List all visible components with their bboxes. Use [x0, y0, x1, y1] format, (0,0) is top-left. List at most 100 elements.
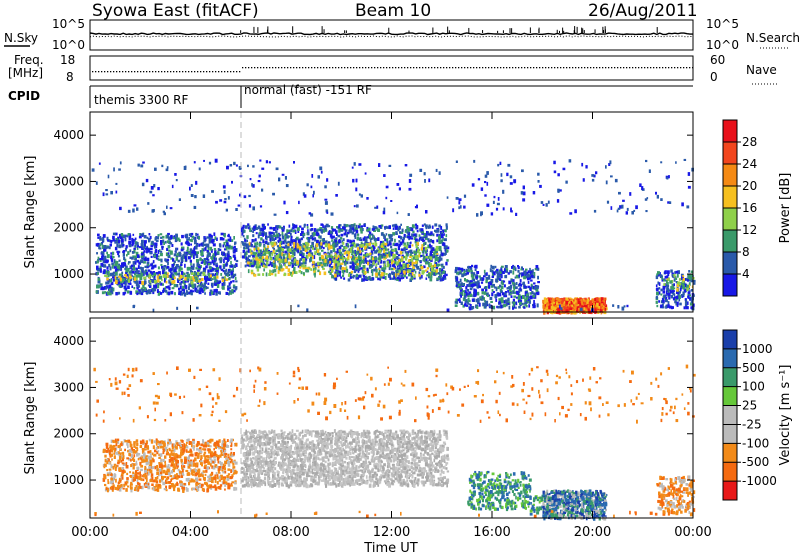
data-cell [358, 193, 361, 196]
data-cell [156, 280, 158, 283]
data-cell [164, 271, 167, 275]
data-cell [502, 280, 506, 283]
data-cell [102, 234, 106, 238]
data-cell [143, 276, 147, 280]
data-cell [166, 272, 169, 275]
freq-point [419, 67, 421, 69]
data-cell [284, 244, 287, 248]
data-cell [496, 268, 499, 272]
data-cell [317, 269, 320, 273]
data-cell [436, 228, 440, 233]
data-cell [378, 267, 381, 270]
data-cell [513, 295, 517, 298]
data-cell [432, 269, 436, 273]
data-cell [293, 161, 295, 164]
freq-point [434, 67, 436, 69]
data-cell [145, 271, 149, 276]
data-cell [112, 276, 115, 279]
data-cell [314, 267, 317, 270]
data-cell [435, 267, 439, 271]
data-cell [141, 280, 144, 285]
data-cell [527, 270, 530, 273]
data-cell [668, 292, 671, 297]
freq-point [317, 67, 319, 69]
freq-point [638, 67, 640, 69]
data-cell [304, 260, 307, 265]
data-cell [473, 159, 476, 163]
data-cell [132, 275, 135, 279]
data-cell [246, 250, 250, 253]
data-cell [131, 264, 134, 268]
data-cell [525, 271, 529, 276]
data-cell [434, 264, 436, 268]
data-cell [626, 304, 629, 308]
freq-point [452, 67, 454, 69]
data-cell [338, 270, 342, 274]
data-cell [563, 303, 566, 307]
data-cell [99, 269, 102, 273]
data-cell [168, 279, 171, 284]
data-cell [209, 274, 212, 278]
data-cell [416, 225, 419, 229]
data-cell [234, 256, 237, 261]
data-cell [101, 291, 105, 295]
data-cell [523, 270, 527, 275]
data-cell [248, 227, 250, 230]
data-cell [292, 223, 294, 226]
data-cell [202, 249, 205, 252]
data-cell [549, 300, 552, 304]
data-cell [178, 287, 181, 290]
data-cell [398, 265, 401, 269]
data-cell [268, 273, 271, 276]
data-cell [510, 278, 513, 283]
data-cell [375, 265, 377, 269]
date-title: 26/Aug/2011 [588, 1, 698, 21]
data-cell [282, 240, 285, 245]
data-cell [531, 290, 534, 295]
data-cell [188, 256, 191, 260]
data-cell [281, 173, 285, 176]
data-cell [378, 259, 381, 263]
data-cell [444, 229, 447, 233]
data-cell [356, 247, 360, 251]
data-cell [425, 261, 428, 265]
data-cell [411, 260, 414, 265]
data-cell [318, 241, 321, 244]
data-cell [108, 246, 111, 250]
data-cell [572, 304, 576, 307]
data-cell [175, 254, 178, 257]
data-cell [424, 250, 428, 254]
data-cell [294, 229, 297, 232]
data-cell [442, 237, 444, 241]
data-cell [208, 272, 211, 277]
data-cell [476, 291, 480, 296]
data-cell [684, 303, 688, 308]
data-cell [465, 279, 469, 283]
data-cell [268, 250, 271, 254]
data-cell [519, 299, 523, 303]
data-cell [313, 268, 316, 271]
data-cell [386, 260, 389, 264]
data-cell [271, 237, 274, 241]
data-cell [520, 302, 524, 305]
data-cell [644, 198, 648, 201]
freq-point [308, 67, 310, 69]
data-cell [273, 260, 275, 263]
data-cell [519, 279, 522, 283]
freq-point [494, 67, 496, 69]
data-cell [436, 239, 439, 243]
data-cell [657, 281, 660, 285]
data-cell [136, 287, 139, 290]
data-cell [397, 264, 399, 268]
data-cell [120, 233, 124, 237]
data-cell [243, 246, 246, 250]
data-cell [439, 277, 442, 282]
data-cell [227, 250, 230, 255]
data-cell [336, 251, 340, 254]
data-cell [682, 280, 684, 283]
data-cell [388, 164, 392, 167]
data-cell [390, 250, 393, 254]
data-cell [377, 250, 381, 254]
data-cell [665, 290, 668, 294]
